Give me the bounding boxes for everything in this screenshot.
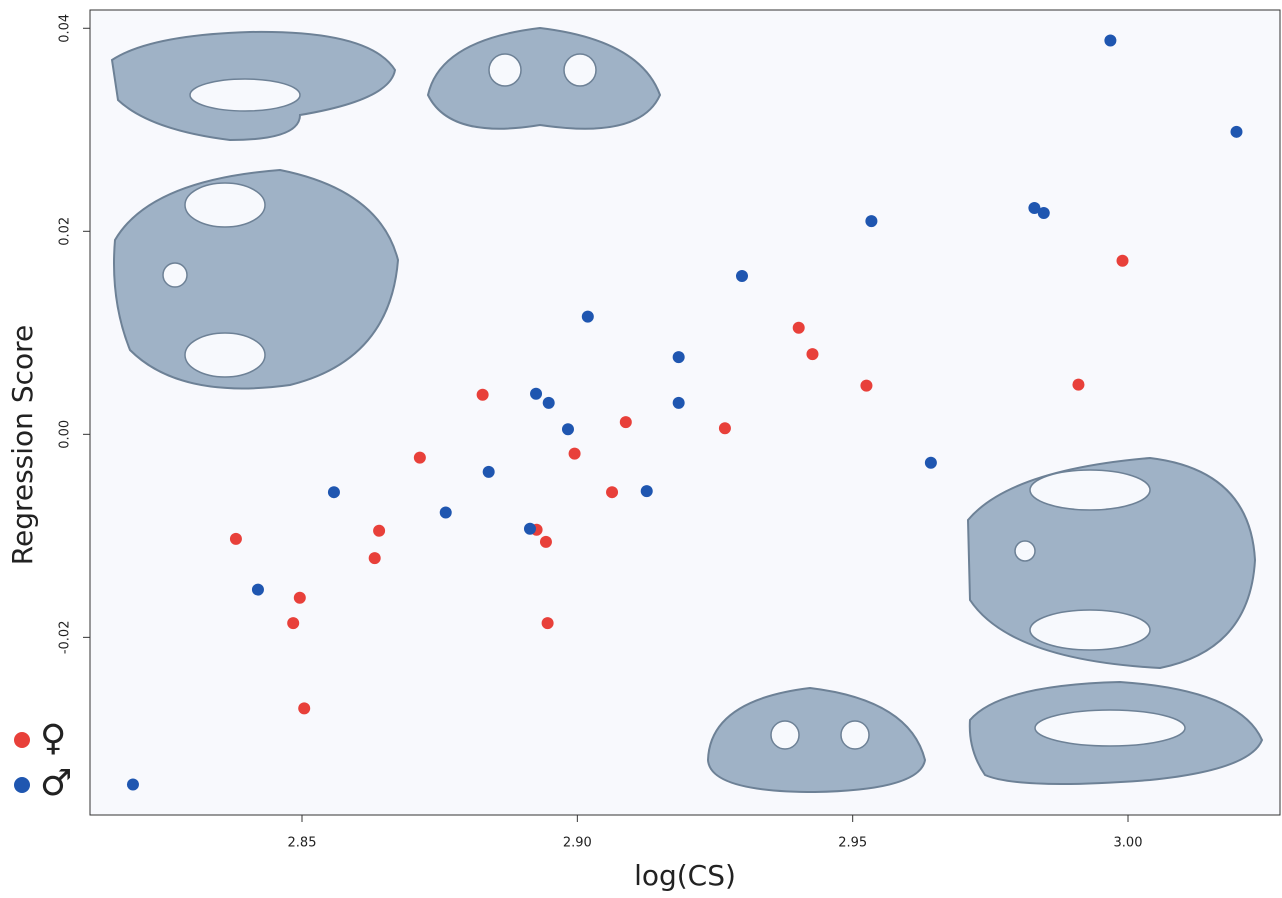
y-tick-label: 0.02 (58, 217, 73, 246)
point (582, 311, 594, 323)
point (542, 617, 554, 629)
legend-marker (14, 777, 30, 793)
point (620, 416, 632, 428)
point (230, 533, 242, 545)
chart: 2.85 2.90 2.95 3.00 -0.02 0.00 0.02 0.04 log(CS)… (0, 0, 1282, 894)
legend-marker (14, 732, 30, 748)
point (1038, 207, 1050, 219)
point (673, 397, 685, 409)
point (543, 397, 555, 409)
x-axis-label: log(CS) (634, 859, 736, 892)
point (287, 617, 299, 629)
point (440, 506, 452, 518)
x-tick-label: 2.85 (288, 836, 317, 851)
x-tick-label: 3.00 (1114, 836, 1143, 851)
y-tick-label: 0.04 (58, 14, 73, 43)
point (1072, 379, 1084, 391)
point (793, 322, 805, 334)
point (719, 422, 731, 434)
y-axis-label: Regression Score (6, 325, 39, 565)
point (806, 348, 818, 360)
point (483, 466, 495, 478)
point (369, 552, 381, 564)
point (294, 592, 306, 604)
point (569, 448, 581, 460)
point (477, 389, 489, 401)
legend-label: ♂ (40, 763, 72, 804)
point (373, 525, 385, 537)
point (540, 536, 552, 548)
point (606, 486, 618, 498)
x-tick-label: 2.95 (838, 836, 867, 851)
y-tick-label: -0.02 (58, 621, 73, 655)
point (298, 702, 310, 714)
point (562, 423, 574, 435)
point (641, 485, 653, 497)
legend-label: ♀ (40, 718, 66, 759)
point (524, 523, 536, 535)
point (860, 380, 872, 392)
point (328, 486, 340, 498)
point (530, 388, 542, 400)
point (1104, 34, 1116, 46)
y-tick-label: 0.00 (58, 420, 73, 449)
point (865, 215, 877, 227)
point (252, 584, 264, 596)
point (736, 270, 748, 282)
point (414, 452, 426, 464)
point (925, 457, 937, 469)
point (127, 779, 139, 791)
point (1230, 126, 1242, 138)
x-tick-label: 2.90 (563, 836, 592, 851)
point (673, 351, 685, 363)
point (1117, 255, 1129, 267)
